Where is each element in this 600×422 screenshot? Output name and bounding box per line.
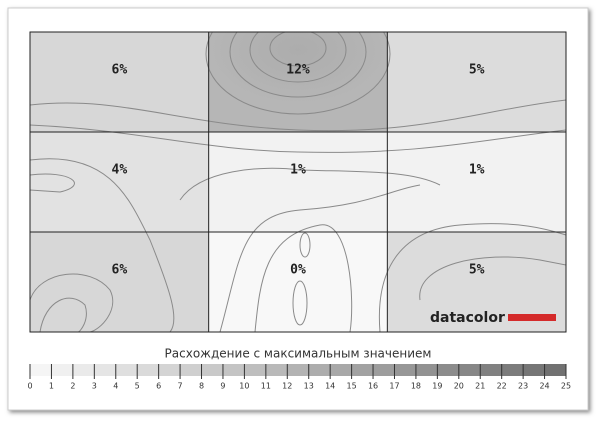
- contours: [30, 32, 566, 332]
- contour: [30, 99, 566, 132]
- contour: [219, 184, 421, 332]
- cell: [30, 32, 209, 132]
- colorbar-swatch: [201, 364, 223, 376]
- colorbar-tick-label: 15: [347, 382, 357, 391]
- contour: [419, 256, 566, 301]
- contour: [269, 32, 327, 67]
- colorbar-swatch: [394, 364, 416, 376]
- colorbar-swatch: [244, 364, 266, 376]
- colorbar-tick-label: 6: [156, 382, 161, 391]
- colorbar-tick-label: 25: [561, 382, 571, 391]
- colorbar-tick-label: 20: [454, 382, 464, 391]
- colorbar-swatch: [415, 364, 438, 376]
- cell-label: 5%: [469, 63, 485, 78]
- cell-label: 1%: [290, 163, 306, 178]
- cell-borders: 6% 12% 5% 4% 1% 1% 6% 0% 5%: [29, 31, 567, 333]
- brand-bar: [508, 314, 556, 321]
- colorbar-tick-label: 5: [135, 382, 140, 391]
- colorbar-tick-label: 18: [411, 382, 421, 391]
- colorbar-swatch: [287, 364, 309, 376]
- colorbar-swatch: [137, 364, 159, 376]
- contour: [30, 173, 75, 193]
- colorbar-swatch: [222, 364, 245, 376]
- colorbar-swatch: [94, 364, 116, 376]
- cell: [30, 132, 209, 232]
- cell-label: 5%: [469, 263, 485, 278]
- colorbar-tick-label: 10: [239, 382, 249, 391]
- hotspot: [208, 32, 388, 105]
- colorbar-tick-label: 17: [389, 382, 399, 391]
- contour: [229, 32, 367, 98]
- colorbar-swatch: [180, 364, 202, 376]
- contour: [292, 280, 308, 326]
- colorbar-tick-label: 14: [325, 382, 335, 391]
- contour: [205, 32, 391, 115]
- cell-label: 6%: [112, 63, 128, 78]
- cell: [387, 32, 566, 132]
- colorbar-swatch: [351, 364, 374, 376]
- colorbar-tick-label: 9: [220, 382, 225, 391]
- colorbar-tick-label: 13: [304, 382, 314, 391]
- contour: [30, 273, 113, 332]
- colorbar-swatch: [523, 364, 545, 376]
- contour: [378, 223, 566, 332]
- colorbar-tick-label: 0: [27, 382, 32, 391]
- cell: [30, 232, 209, 332]
- colorbar-tick-label: 22: [497, 382, 507, 391]
- colorbar-swatch: [265, 364, 288, 376]
- colorbar-swatch: [544, 364, 566, 376]
- cell: [387, 132, 566, 232]
- contour: [30, 158, 175, 332]
- colorbar: 0 1 2 3 4 5 6 7 8 9 10 11 12 13 14 15 16 17 18 19 20 21 22 23 24…: [27, 364, 571, 391]
- colorbar-swatch: [373, 364, 395, 376]
- colorbar-tick-label: 24: [539, 382, 549, 391]
- cell: [208, 132, 388, 232]
- cell-label: 4%: [112, 163, 128, 178]
- colorbar-tick-label: 16: [368, 382, 378, 391]
- colorbar-tick-label: 11: [261, 382, 271, 391]
- colorbar-tick-label: 3: [92, 382, 97, 391]
- cell-label: 6%: [112, 263, 128, 278]
- contour: [299, 232, 311, 258]
- colorbar-tick-label: 2: [70, 382, 75, 391]
- colorbar-swatch: [308, 364, 331, 376]
- colorbar-tick-label: 1: [49, 382, 54, 391]
- colorbar-swatch: [458, 364, 481, 376]
- contour: [179, 167, 441, 201]
- contour: [249, 32, 347, 83]
- colorbar-swatch: [501, 364, 524, 376]
- brand: datacolor: [430, 310, 505, 326]
- colorbar-swatch: [30, 364, 52, 376]
- cell-label: 1%: [469, 163, 485, 178]
- cell-label: 0%: [290, 263, 306, 278]
- colorbar-tick-label: 8: [199, 382, 204, 391]
- cell-label: 12%: [286, 63, 310, 78]
- colorbar-swatch: [480, 364, 502, 376]
- frame: [29, 31, 567, 333]
- colorbar-swatch: [158, 364, 181, 376]
- colorbar-swatch: [51, 364, 73, 376]
- heatmap: [30, 32, 566, 332]
- colorbar-tick-label: 12: [282, 382, 292, 391]
- colorbar-title: Расхождение с максимальным значением: [165, 347, 432, 361]
- colorbar-swatch: [72, 364, 95, 376]
- colorbar-tick-label: 7: [178, 382, 183, 391]
- contour: [39, 297, 87, 332]
- colorbar-tick-label: 19: [432, 382, 442, 391]
- colorbar-tick-label: 4: [113, 382, 118, 391]
- colorbar-tick-label: 21: [475, 382, 485, 391]
- colorbar-swatch: [437, 364, 459, 376]
- colorbar-swatch: [330, 364, 352, 376]
- contour: [30, 124, 566, 153]
- colorbar-tick-label: 23: [518, 382, 528, 391]
- contour: [254, 224, 353, 332]
- colorbar-swatch: [115, 364, 138, 376]
